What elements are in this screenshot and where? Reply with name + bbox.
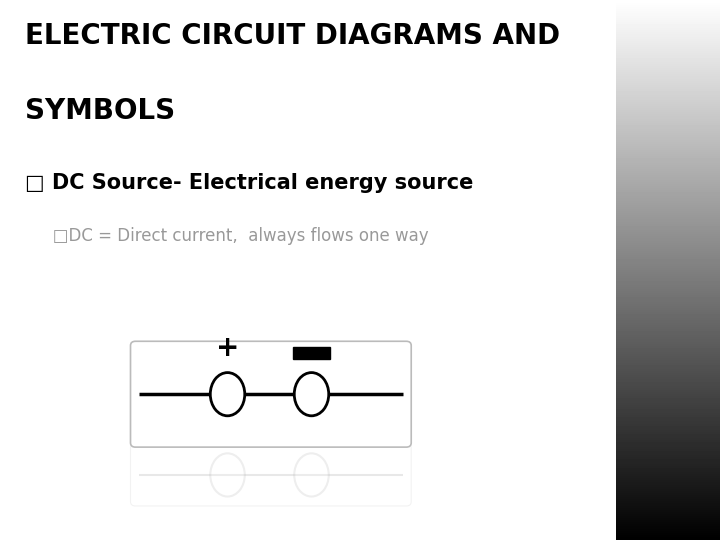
- Ellipse shape: [294, 454, 329, 497]
- Ellipse shape: [210, 454, 245, 497]
- Ellipse shape: [294, 373, 329, 416]
- Text: □DC = Direct current,  always flows one way: □DC = Direct current, always flows one w…: [37, 227, 428, 245]
- Text: ELECTRIC CIRCUIT DIAGRAMS AND: ELECTRIC CIRCUIT DIAGRAMS AND: [24, 22, 559, 50]
- Text: SYMBOLS: SYMBOLS: [24, 97, 175, 125]
- FancyBboxPatch shape: [130, 341, 411, 447]
- Ellipse shape: [210, 373, 245, 416]
- Text: □ DC Source- Electrical energy source: □ DC Source- Electrical energy source: [24, 173, 473, 193]
- FancyBboxPatch shape: [293, 347, 330, 359]
- FancyBboxPatch shape: [130, 444, 411, 506]
- Text: +: +: [216, 334, 239, 362]
